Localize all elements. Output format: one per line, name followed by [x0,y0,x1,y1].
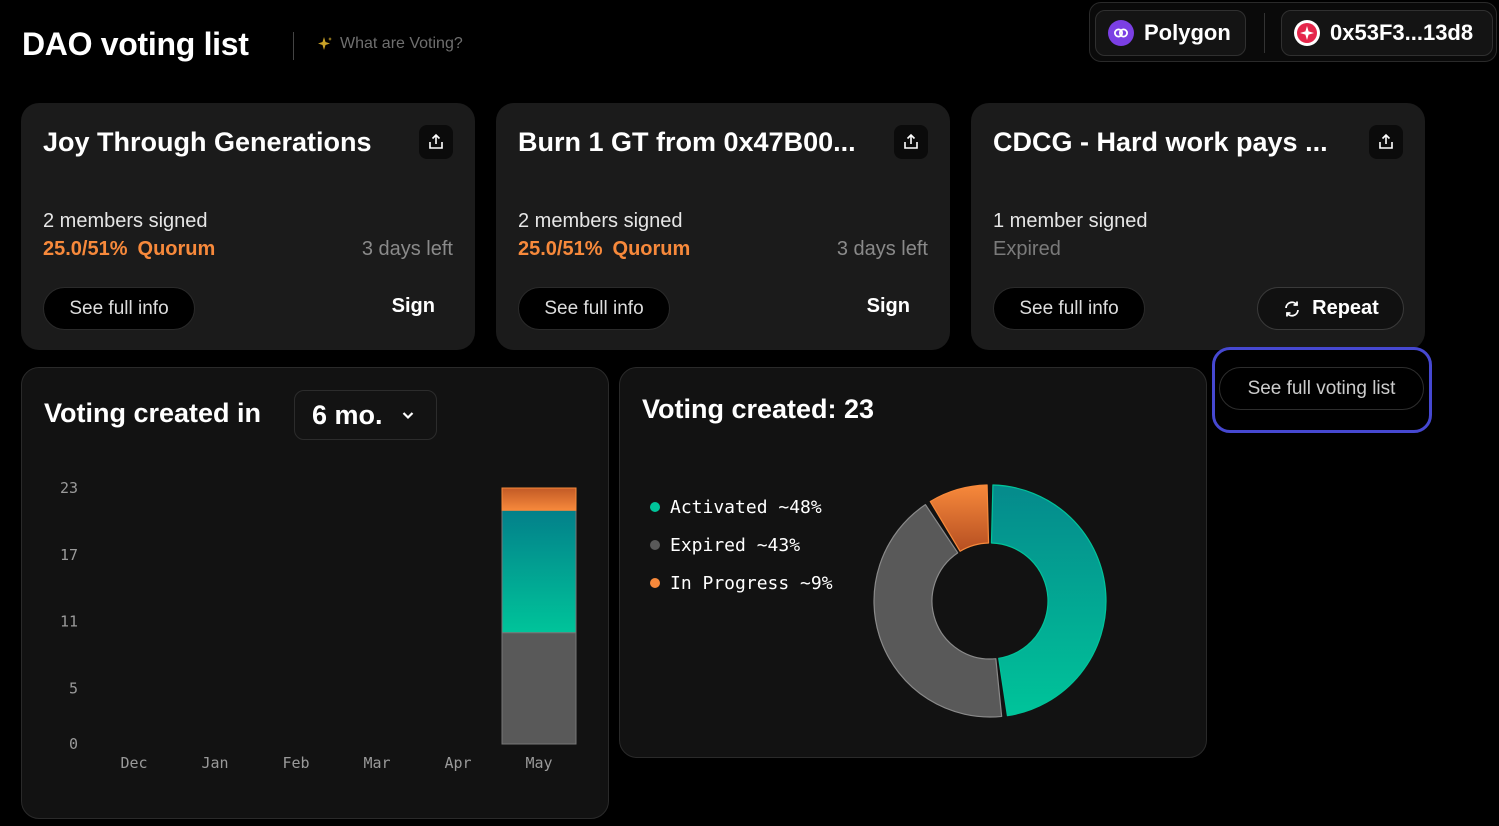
see-full-info-button[interactable]: See full info [993,287,1145,330]
quorum-status: 25.0/51% Quorum [43,238,215,261]
legend-label: In Progress ~9% [670,572,833,594]
share-icon [429,133,443,149]
legend-label: Expired ~43% [670,534,801,556]
legend-label: Activated ~48% [670,496,822,518]
voting-card-title: Burn 1 GT from 0x47B00... [518,127,856,157]
legend-item: Expired ~43% [650,526,833,564]
bar-panel-title: Voting created in [44,398,262,428]
time-left: 3 days left [361,238,453,260]
network-name: Polygon [1144,20,1231,45]
see-full-voting-list-button[interactable]: See full voting list [1219,367,1424,410]
repeat-button[interactable]: Repeat [1257,287,1404,330]
donut-slice [990,484,1107,717]
chevron-down-icon [402,412,413,420]
legend-dot [650,540,660,550]
donut-slice [929,484,990,552]
topbar-divider [1264,13,1265,53]
y-tick-label: 11 [60,613,78,631]
period-dropdown[interactable]: 6 mo. [294,390,437,440]
help-label: What are Voting? [340,35,463,52]
page-title: DAO voting list [22,26,249,62]
bar-segment [501,509,577,634]
sign-button[interactable]: Sign [391,295,435,317]
bar-segment [501,487,577,511]
donut-slice [873,504,1003,718]
share-icon [1379,133,1393,149]
y-tick-label: 5 [69,679,78,697]
x-tick-label: May [525,754,552,772]
bar-segment [501,632,577,745]
quorum-status: 25.0/51% Quorum [518,238,690,261]
signed-count: 1 member signed [993,210,1148,232]
share-button[interactable] [894,125,928,159]
network-selector[interactable]: Polygon [1095,10,1246,56]
legend-dot [650,502,660,512]
share-button[interactable] [1369,125,1403,159]
wallet-address: 0x53F3...13d8 [1330,20,1474,45]
what-are-voting-link[interactable]: What are Voting? [316,35,463,53]
expired-status: Expired [993,238,1061,260]
x-tick-label: Feb [282,754,309,772]
top-account-bar: Polygon 0x53F3...13d8 [1089,2,1497,62]
wallet-avatar-icon [1294,20,1320,46]
legend-item: In Progress ~9% [650,564,833,602]
donut-legend: Activated ~48% Expired ~43% In Progress ~9… [650,488,833,602]
time-left: 3 days left [836,238,928,260]
sign-button[interactable]: Sign [866,295,910,317]
y-tick-label: 17 [60,546,78,564]
y-tick-label: 23 [60,479,78,497]
donut-panel-title: Voting created: 23 [642,394,875,424]
voting-created-donut-panel: Voting created: 23 Activated ~48% Expired… [619,367,1207,758]
polygon-icon [1108,20,1134,46]
stacked-bar-chart: 0 5 11 17 23 Dec Jan Feb Mar Apr May [60,479,577,772]
signed-count: 2 members signed [43,210,208,232]
voting-created-bar-panel: Voting created in 6 mo. 0 5 11 17 23 Dec Jan Fe… [21,367,609,819]
quorum-label: Quorum [137,238,216,260]
quorum-value: 25.0/51% [43,238,128,260]
quorum-label: Quorum [612,238,691,260]
refresh-icon [1285,300,1300,317]
wallet-address-button[interactable]: 0x53F3...13d8 [1281,10,1493,56]
legend-dot [650,578,660,588]
x-tick-label: Jan [201,754,228,772]
voting-card-title: Joy Through Generations [43,127,372,157]
voting-card-title: CDCG - Hard work pays ... [993,127,1328,157]
repeat-label: Repeat [1312,297,1379,319]
x-tick-label: Dec [120,754,147,772]
sparkle-icon [318,37,332,50]
signed-count: 2 members signed [518,210,683,232]
donut-chart [873,484,1107,718]
voting-card: Burn 1 GT from 0x47B00... 2 members sign… [496,103,950,350]
x-tick-label: Apr [444,754,471,772]
share-button[interactable] [419,125,453,159]
period-value: 6 mo. [312,399,383,430]
voting-card: CDCG - Hard work pays ... 1 member signe… [971,103,1425,350]
see-full-info-button[interactable]: See full info [518,287,670,330]
y-tick-label: 0 [69,735,78,753]
quorum-value: 25.0/51% [518,238,603,260]
title-divider [293,32,294,60]
legend-item: Activated ~48% [650,488,833,526]
see-full-info-button[interactable]: See full info [43,287,195,330]
share-icon [904,133,918,149]
focus-highlight-ring [1212,347,1432,433]
voting-card: Joy Through Generations 2 members signed… [21,103,475,350]
x-tick-label: Mar [363,754,390,772]
